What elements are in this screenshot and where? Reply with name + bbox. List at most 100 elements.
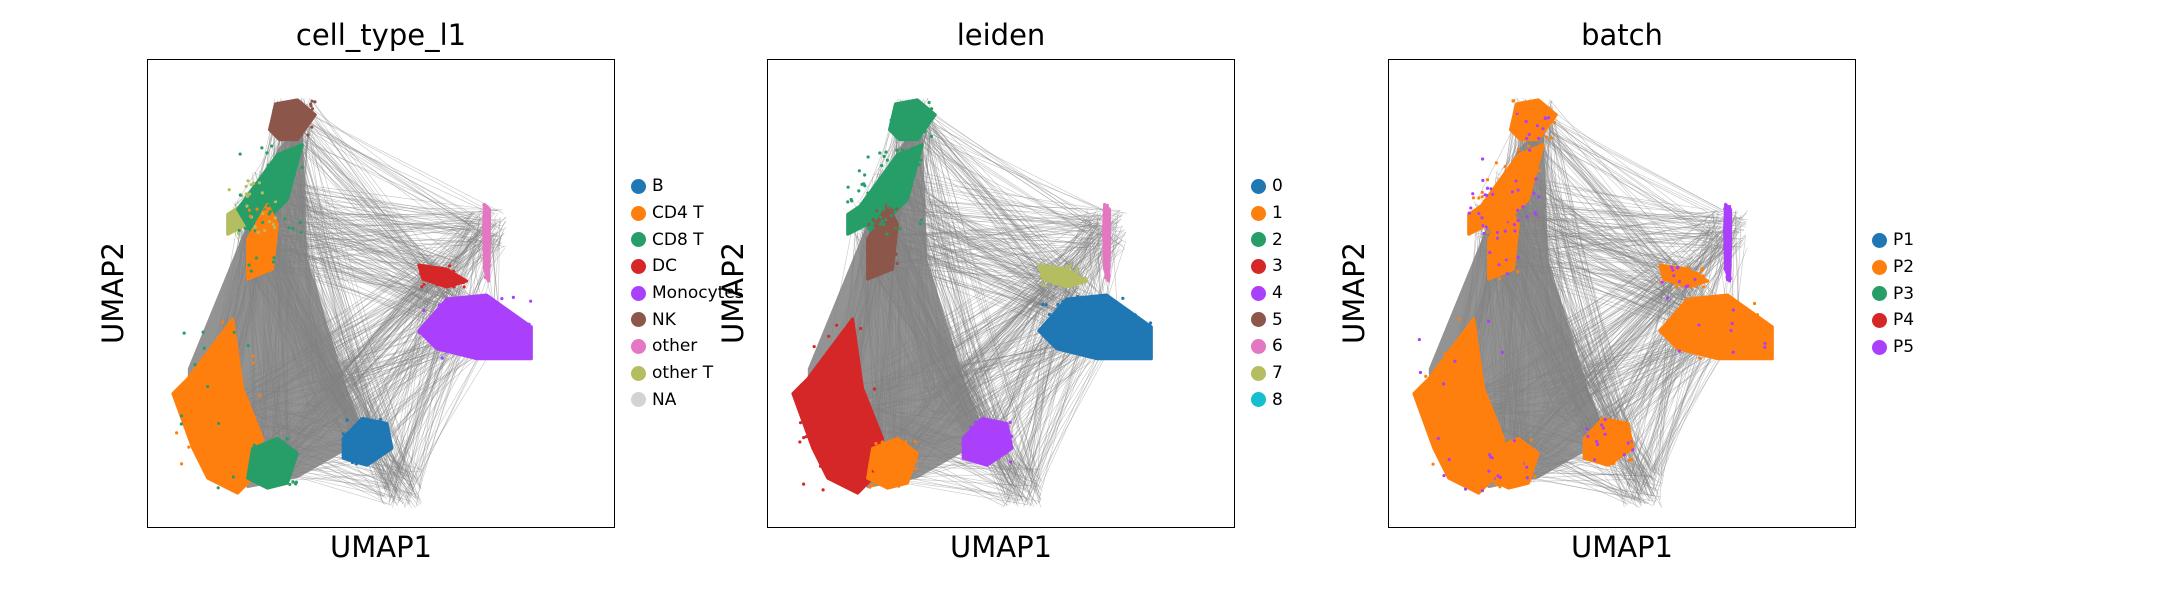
cell-point (915, 467, 919, 471)
cell-point (467, 313, 471, 317)
cell-point (460, 277, 464, 281)
cell-point (1133, 313, 1137, 317)
cell-point (1681, 268, 1685, 272)
cell-point (1078, 314, 1082, 319)
cell-point (1502, 448, 1506, 452)
cell-point (248, 214, 252, 218)
graph-edge (891, 480, 1029, 506)
cell-point (882, 207, 886, 211)
graph-edge (1609, 460, 1628, 497)
cell-point (1515, 235, 1519, 239)
cell-point (249, 269, 253, 273)
graph-edge (1665, 243, 1729, 268)
cell-point (847, 226, 851, 231)
cell-point (287, 226, 291, 230)
cell-point (799, 383, 803, 387)
cell-point (1672, 274, 1676, 278)
cell-point (264, 242, 268, 247)
cell-point (252, 443, 256, 447)
cell-point (1495, 236, 1500, 240)
graph-edge (1567, 242, 1735, 396)
cell-point (1498, 203, 1502, 207)
graph-edge (1515, 241, 1731, 249)
legend-marker (631, 365, 646, 381)
graph-edge (1547, 120, 1712, 330)
graph-edge (1019, 245, 1107, 501)
graph-edge (960, 274, 1070, 402)
graph-edge (921, 122, 1083, 347)
cell-point (1442, 474, 1446, 478)
graph-edge (1524, 200, 1747, 228)
graph-edge (917, 107, 1075, 280)
cell-point (313, 100, 317, 104)
cell-point (443, 278, 447, 282)
cell-point (373, 437, 377, 441)
legend-item: 2 (1251, 226, 1283, 253)
cell-point (355, 433, 359, 437)
cell-point (1482, 231, 1486, 236)
graph-edge (1633, 234, 1725, 500)
graph-edge (1549, 101, 1615, 436)
graph-edge (896, 104, 1070, 275)
graph-edge (1536, 123, 1630, 427)
graph-edge (982, 340, 1088, 429)
cell-point (1515, 133, 1519, 137)
graph-edge (329, 216, 506, 416)
cell-point (1512, 223, 1516, 227)
cell-point (812, 378, 817, 382)
legend-label: CD4 T (652, 203, 704, 224)
cell-point (1049, 276, 1053, 280)
graph-edge (1007, 268, 1048, 483)
legend-marker (631, 232, 646, 248)
cell-point (1725, 226, 1729, 230)
cell-point (497, 340, 501, 344)
graph-edge (916, 111, 1105, 324)
graph-edge (950, 273, 1057, 392)
cell-point (1709, 304, 1714, 308)
cell-point (1505, 271, 1509, 276)
legend-marker (1251, 392, 1266, 408)
legend-item: 4 (1251, 280, 1283, 307)
graph-edge (946, 247, 1116, 389)
cell-point (821, 488, 825, 492)
cell-point (1731, 350, 1735, 354)
x-axis-label: UMAP1 (329, 530, 433, 564)
cell-point (1725, 275, 1729, 279)
graph-edge (1612, 275, 1676, 445)
graph-edge (1536, 107, 1695, 261)
cell-point (248, 240, 252, 244)
cell-point (273, 216, 277, 220)
cell-point (1540, 123, 1545, 127)
graph-edge (925, 117, 976, 430)
cell-point (890, 442, 894, 446)
graph-edge (391, 266, 431, 469)
cell-point (1000, 426, 1004, 430)
cell-point (894, 252, 898, 256)
cell-point (1603, 432, 1607, 436)
cell-points (1417, 99, 1767, 493)
cell-point (1549, 136, 1554, 140)
cell-point (969, 425, 973, 429)
cell-point (1461, 414, 1465, 419)
cell-point (845, 404, 850, 408)
cell-point (456, 323, 460, 328)
graph-edge (290, 106, 454, 286)
legend-item: 0 (1251, 173, 1283, 200)
cell-point (255, 267, 260, 272)
cell-point (284, 123, 288, 128)
cell-point (222, 466, 226, 470)
cell-point (989, 454, 993, 458)
cell-point (1622, 453, 1626, 457)
cell-point (974, 420, 978, 424)
cell-point (1660, 280, 1664, 284)
graph-edge (442, 224, 476, 264)
cell-point (267, 219, 271, 224)
cell-point (494, 314, 498, 318)
cell-point (246, 226, 250, 230)
cell-point (452, 280, 456, 284)
graph-edge (995, 343, 1094, 441)
graph-edge (1624, 458, 1643, 507)
graph-edge (383, 456, 402, 500)
legend-label: Monocytes (652, 283, 744, 304)
cell-point (229, 230, 233, 234)
